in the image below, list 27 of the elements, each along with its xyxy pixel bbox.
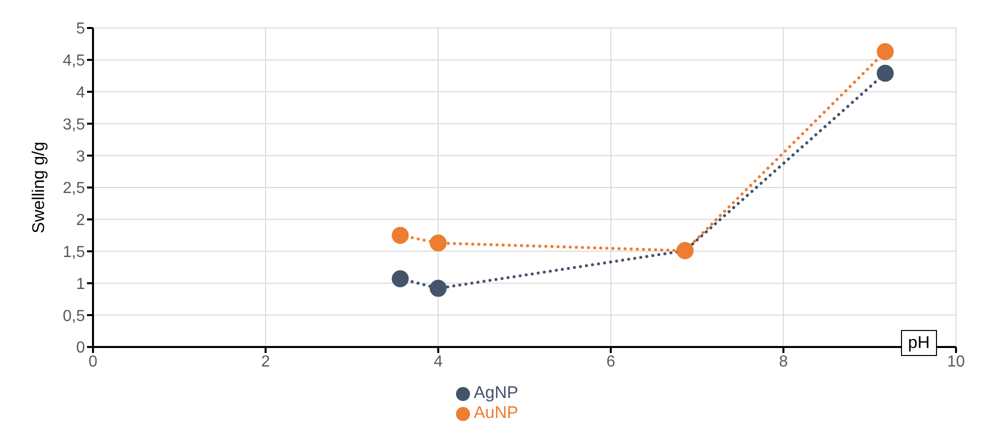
x-axis-title: pH [901,330,937,356]
x-tick-label: 4 [434,353,443,370]
legend-label: AgNP [474,383,518,402]
x-tick-label: 6 [606,353,616,370]
x-tick-label: 8 [778,353,788,370]
y-tick-label: 5 [76,20,86,38]
y-tick-label: 0,5 [62,308,86,325]
point [392,270,409,288]
y-tick-label: 0 [76,340,86,357]
point [430,234,447,252]
y-tick-label: 3,5 [62,116,86,134]
y-tick-label: 4 [76,84,86,102]
y-tick-label: 4,5 [62,52,86,70]
y-tick-label: 3 [76,148,86,166]
y-tick-label: 2,5 [62,180,86,198]
y-tick-label: 1 [76,276,86,293]
point [876,64,894,82]
x-tick-label: 2 [261,353,270,370]
y-tick-label: 2 [76,212,86,230]
legend-label: AuNP [474,403,518,422]
point [876,43,894,60]
point [430,280,447,297]
x-tick-label: 10 [947,353,965,370]
x-tick-label: 0 [88,353,98,370]
y-axis-title: Swelling g/g [29,142,48,234]
y-tick-label: 1,5 [62,244,86,261]
point [392,226,409,244]
